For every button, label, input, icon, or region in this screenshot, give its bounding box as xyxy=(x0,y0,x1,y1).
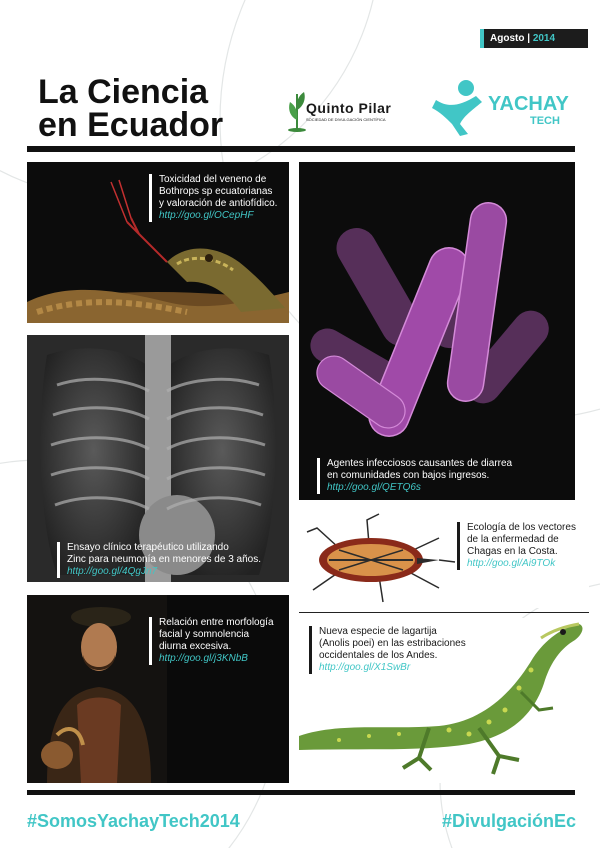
caption-line: (Anolis poei) en las estribaciones xyxy=(319,638,466,649)
xray-article-link[interactable]: http://goo.gl/4QgJn7 xyxy=(67,566,158,577)
caption-line: Chagas en la Costa. xyxy=(467,546,558,557)
hashtag-somos-yachay[interactable]: #SomosYachayTech2014 xyxy=(27,811,240,831)
quinto-pilar-plant-icon xyxy=(288,92,306,133)
caption-line: occidentales de los Andes. xyxy=(319,650,438,661)
caption-line: Ensayo clínico terapéutico utilizando xyxy=(67,542,229,553)
portrait-caption: Relación entre morfología facial y somno… xyxy=(149,617,274,665)
xray-caption: Ensayo clínico terapéutico utilizando Zi… xyxy=(57,542,261,578)
snake-image xyxy=(27,179,289,323)
quinto-pilar-name: Quinto Pilar xyxy=(306,100,392,116)
xray-image xyxy=(27,335,289,582)
divider xyxy=(299,612,589,613)
caption-line: facial y somnolencia xyxy=(159,629,250,640)
quinto-pilar-logo: Quinto Pilar SOCIEDAD DE DIVULGACIÓN CIE… xyxy=(286,84,416,136)
header-rule xyxy=(27,146,575,152)
bacteria-caption: Agentes infecciosos causantes de diarrea… xyxy=(317,458,512,494)
snake-panel: Toxicidad del veneno de Bothrops sp ecua… xyxy=(27,162,289,323)
bug-image xyxy=(306,513,456,603)
date-month: Agosto xyxy=(490,33,525,44)
lizard-article-link[interactable]: http://goo.gl/X1SwBr xyxy=(319,662,411,673)
yachay-figure-icon xyxy=(432,80,482,136)
date-year: 2014 xyxy=(532,33,556,44)
portrait-image xyxy=(27,595,167,783)
caption-line: Bothrops sp ecuatorianas xyxy=(159,186,273,197)
xray-panel: Ensayo clínico terapéutico utilizando Zi… xyxy=(27,335,289,582)
quinto-pilar-subtitle: SOCIEDAD DE DIVULGACIÓN CIENTÍFICA xyxy=(306,117,386,122)
yachay-tech-logo: YACHAY TECH xyxy=(430,78,590,138)
caption-line: Relación entre morfología xyxy=(159,617,274,628)
snake-article-link[interactable]: http://goo.gl/OCepHF xyxy=(159,210,254,221)
date-separator: | xyxy=(524,33,533,44)
bacteria-article-link[interactable]: http://goo.gl/QETQ6s xyxy=(327,482,421,493)
date-badge: Agosto | 2014 xyxy=(480,29,588,48)
snake-caption: Toxicidad del veneno de Bothrops sp ecua… xyxy=(149,174,277,222)
caption-line: Nueva especie de lagartija xyxy=(319,626,437,637)
bug-panel: Ecología de los vectores de la enfermeda… xyxy=(299,508,589,608)
lizard-caption: Nueva especie de lagartija (Anolis poei)… xyxy=(309,626,466,674)
hashtag-divulgacion[interactable]: #DivulgaciónEc xyxy=(441,811,576,831)
bacteria-panel: Agentes infecciosos causantes de diarrea… xyxy=(299,162,575,500)
yachay-subtitle: TECH xyxy=(530,115,560,127)
bacteria-image xyxy=(310,202,549,437)
caption-line: Zinc para neumonía en menores de 3 años. xyxy=(67,554,262,565)
caption-line: Ecología de los vectores xyxy=(467,522,576,533)
date-badge-accent xyxy=(480,29,484,48)
page-title: La Ciencia en Ecuador xyxy=(38,73,224,144)
title-line-1: La Ciencia xyxy=(38,73,209,111)
caption-line: diurna excesiva. xyxy=(159,641,232,652)
caption-line: y valoración de antiofídico. xyxy=(159,198,278,209)
portrait-article-link[interactable]: http://goo.gl/j3KNbB xyxy=(159,653,248,664)
caption-line: Toxicidad del veneno de xyxy=(159,174,267,185)
bug-article-link[interactable]: http://goo.gl/Ai9TOk xyxy=(467,558,556,569)
lizard-panel: Nueva especie de lagartija (Anolis poei)… xyxy=(299,618,589,783)
yachay-name: YACHAY xyxy=(488,93,569,115)
bug-caption: Ecología de los vectores de la enfermeda… xyxy=(457,522,576,570)
caption-line: Agentes infecciosos causantes de diarrea xyxy=(327,458,513,469)
caption-line: de la enfermedad de xyxy=(467,534,559,545)
title-line-2: en Ecuador xyxy=(38,106,224,144)
portrait-panel: Relación entre morfología facial y somno… xyxy=(27,595,289,783)
caption-line: en comunidades con bajos ingresos. xyxy=(327,470,490,481)
footer-rule xyxy=(27,790,575,795)
lizard-image xyxy=(299,622,583,775)
